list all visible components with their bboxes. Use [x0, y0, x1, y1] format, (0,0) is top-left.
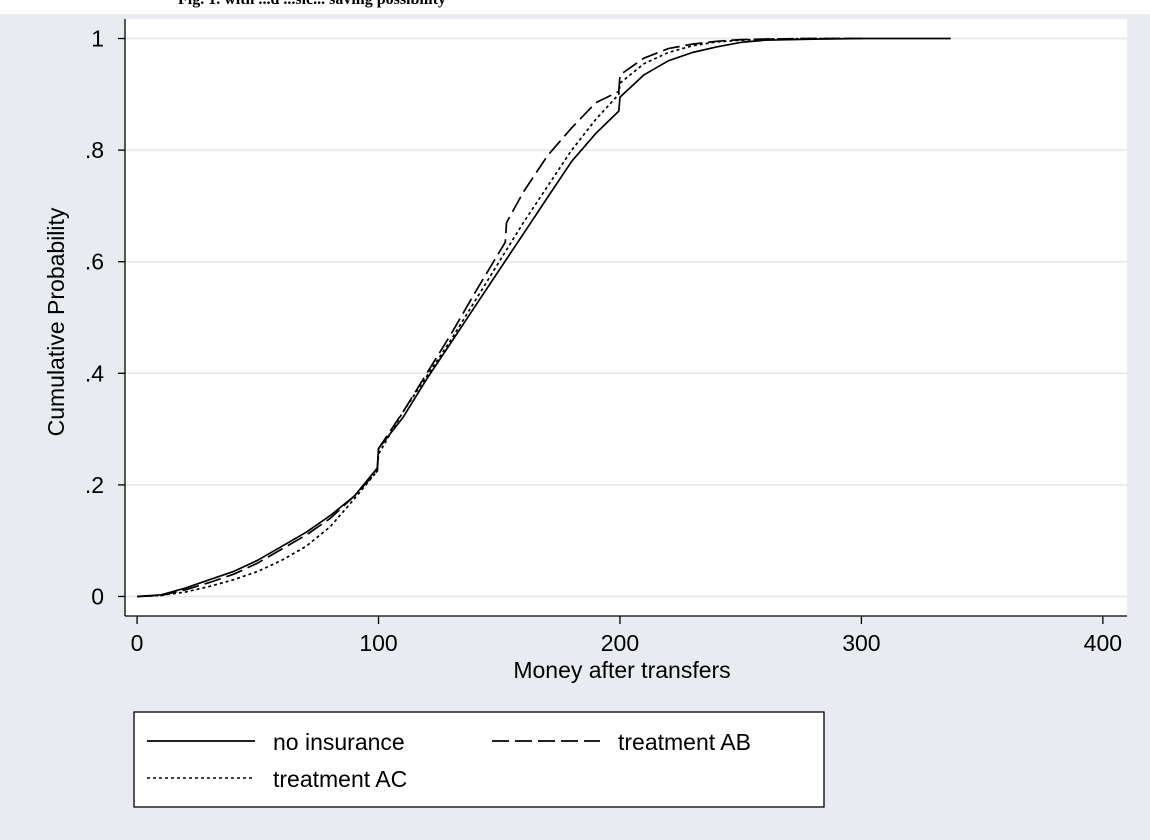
plot-area — [125, 19, 1127, 616]
x-tick-label: 0 — [131, 630, 144, 656]
y-tick-label: .2 — [85, 472, 104, 498]
x-tick-label: 400 — [1084, 630, 1122, 656]
legend-box — [133, 711, 825, 808]
y-tick-label: 0 — [91, 583, 104, 609]
figure-caption: Fig. 1. with ...d ...sic... saving possi… — [0, 0, 1150, 14]
y-tick-label: 1 — [91, 26, 104, 52]
y-tick-label: .6 — [85, 249, 104, 275]
legend-label-treatment-ab: treatment AB — [618, 729, 751, 755]
x-tick-label: 300 — [842, 630, 880, 656]
cdf-chart: 0 .2 .4 .6 .8 1 0 100 200 300 400 Money after tran… — [0, 14, 1150, 840]
caption-text: Fig. 1. with ...d ...sic... saving possi… — [178, 0, 446, 9]
legend-label-treatment-ac: treatment AC — [273, 766, 407, 792]
x-axis-label: Money after transfers — [513, 657, 730, 683]
y-axis-label: Cumulative Probability — [43, 207, 69, 436]
series-line-no-insurance — [137, 37, 951, 598]
series-line-treatment-ac — [137, 37, 862, 598]
legend: no insurance treatment AB treatment AC — [133, 711, 825, 808]
axes: 0 .2 .4 .6 .8 1 0 100 200 300 400 — [85, 19, 1127, 656]
y-tick-label: .4 — [85, 360, 104, 386]
y-tick-label: .8 — [85, 137, 104, 163]
x-tick-label: 200 — [601, 630, 639, 656]
gridlines — [125, 37, 1127, 598]
legend-label-no-insurance: no insurance — [273, 729, 405, 755]
x-tick-label: 100 — [359, 630, 397, 656]
series-lines — [137, 37, 951, 598]
series-line-treatment-ab — [137, 37, 862, 598]
